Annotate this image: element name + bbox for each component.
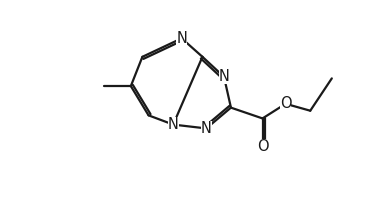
Text: O: O bbox=[280, 96, 291, 111]
Text: O: O bbox=[257, 139, 268, 154]
Text: N: N bbox=[176, 31, 187, 46]
Text: N: N bbox=[218, 69, 230, 84]
Text: N: N bbox=[168, 117, 179, 132]
Text: N: N bbox=[201, 121, 212, 136]
